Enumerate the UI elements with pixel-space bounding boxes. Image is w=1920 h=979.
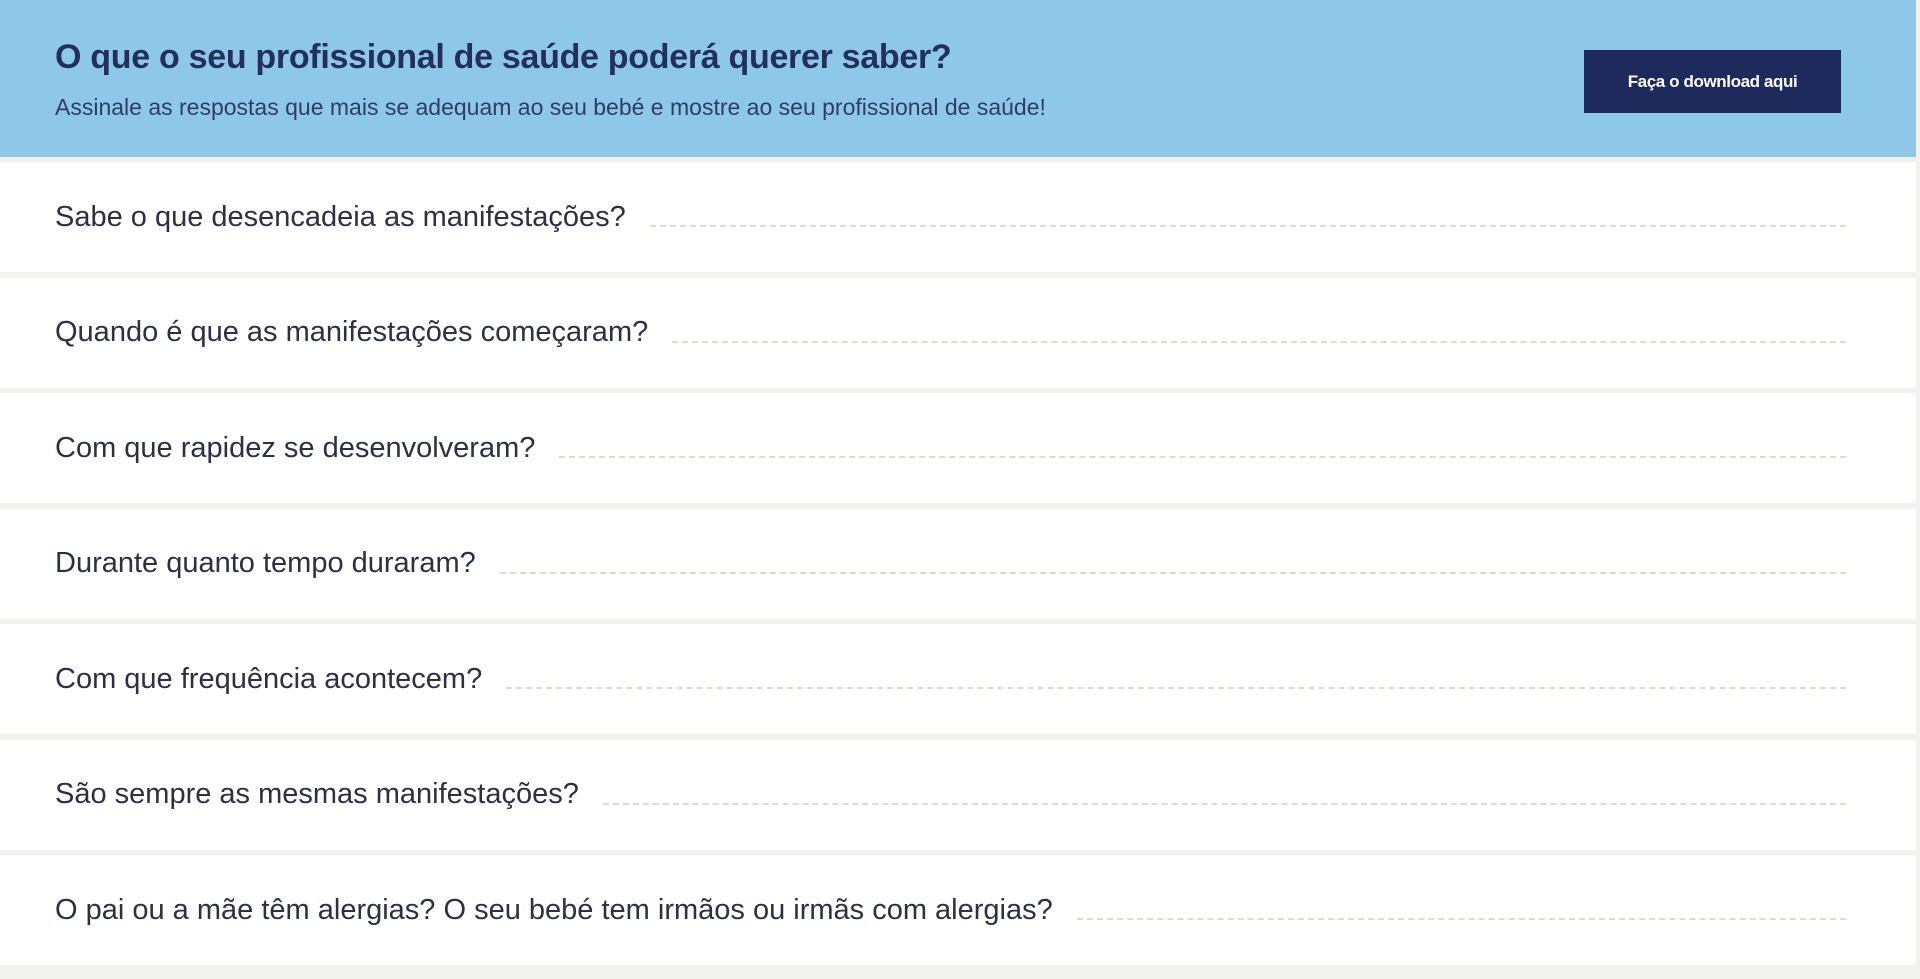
question-text: Sabe o que desencadeia as manifestações? [55,200,626,233]
answer-line[interactable] [649,225,1846,227]
question-row: O pai ou a mãe têm alergias? O seu bebé … [0,855,1916,965]
answer-line[interactable] [672,340,1846,343]
page-subtitle: Assinale as respostas que mais se adequa… [55,94,1046,120]
question-text: São sempre as mesmas manifestações? [55,778,579,810]
header-banner: O que o seu profissional de saúde poderá… [0,0,1916,160]
answer-line[interactable] [602,802,1846,805]
page-title: O que o seu profissional de saúde poderá… [55,38,952,76]
question-text: Quando é que as manifestações começaram? [55,316,649,348]
question-row: São sempre as mesmas manifestações? [0,739,1916,850]
download-button[interactable]: Faça o download aqui [1584,50,1841,113]
answer-line[interactable] [506,687,1846,689]
question-row: Durante quanto tempo duraram? [0,508,1916,619]
answer-line[interactable] [1076,918,1846,920]
question-row: Com que frequência acontecem? [0,624,1916,734]
question-text: Durante quanto tempo duraram? [55,547,476,579]
question-row: Sabe o que desencadeia as manifestações? [0,162,1916,272]
question-list: Sabe o que desencadeia as manifestações?… [0,162,1916,971]
question-row: Com que rapidez se desenvolveram? [0,393,1916,503]
question-text: O pai ou a mãe têm alergias? O seu bebé … [55,893,1053,926]
answer-line[interactable] [559,456,1846,458]
question-text: Com que rapidez se desenvolveram? [55,431,536,464]
question-row: Quando é que as manifestações começaram? [0,277,1916,388]
answer-line[interactable] [499,571,1846,574]
question-text: Com que frequência acontecem? [55,662,483,695]
